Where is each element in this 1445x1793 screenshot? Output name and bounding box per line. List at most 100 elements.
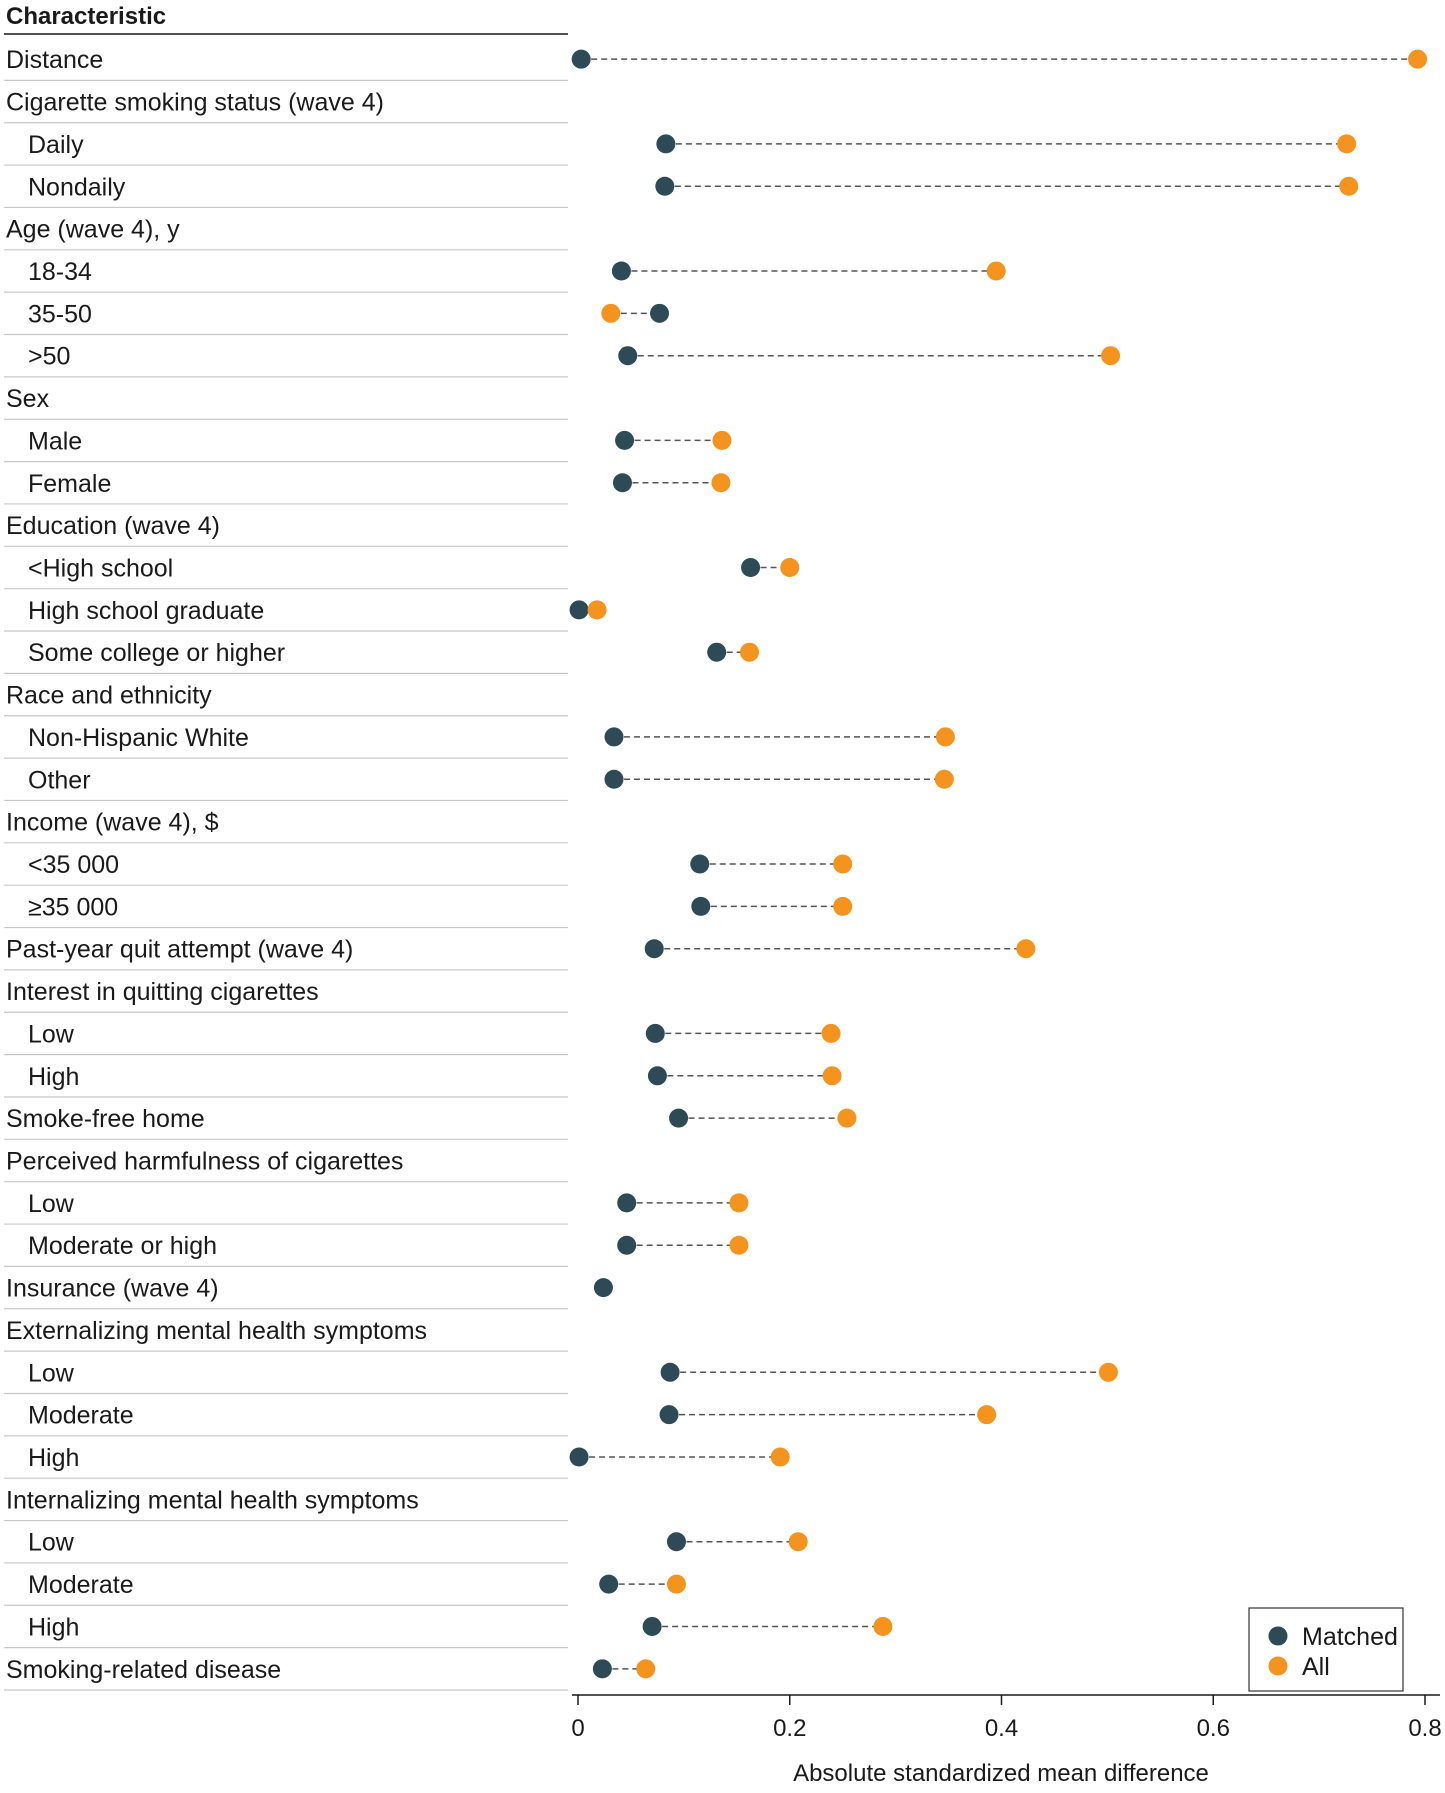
row-label: Moderate [28, 1402, 134, 1430]
row-label: Low [28, 1359, 75, 1387]
point-matched [659, 1405, 679, 1425]
point-all [935, 727, 955, 747]
point-matched [604, 727, 624, 747]
row-label: Smoking-related disease [6, 1656, 281, 1684]
point-matched [617, 1235, 637, 1255]
point-all [833, 854, 853, 874]
row-30: Externalizing mental health symptoms [4, 1317, 568, 1352]
row-1: Cigarette smoking status (wave 4) [4, 89, 568, 124]
row-label: Daily [28, 131, 84, 159]
point-matched [666, 1532, 686, 1552]
point-all [601, 303, 621, 323]
row-3: Nondaily [4, 173, 1359, 209]
chart-rows: Distance Cigarette smoking status (wave 4… [4, 46, 1428, 1691]
row-28: Moderate or high [4, 1232, 749, 1268]
row-37: High [4, 1613, 893, 1649]
row-label: Low [28, 1190, 75, 1218]
point-matched [660, 1362, 680, 1382]
point-matched [611, 261, 631, 281]
point-matched [741, 557, 761, 577]
row-label: Income (wave 4), $ [6, 809, 219, 837]
point-matched [615, 430, 635, 450]
x-tick-label: 0.8 [1408, 1715, 1441, 1742]
point-matched [599, 1574, 619, 1594]
row-34: Internalizing mental health symptoms [4, 1486, 568, 1522]
point-all [666, 1574, 686, 1594]
x-axis-ticks: 0 0.2 0.4 0.6 0.8 [571, 1695, 1442, 1742]
point-matched [669, 1108, 689, 1128]
legend-marker-all [1268, 1656, 1288, 1676]
point-matched [647, 1066, 667, 1086]
row-label: <High school [28, 554, 173, 582]
row-11: Education (wave 4) [4, 512, 568, 547]
row-label: Education (wave 4) [6, 512, 220, 540]
point-all [1101, 346, 1121, 366]
point-matched [655, 176, 675, 196]
point-matched [707, 642, 727, 662]
row-8: Sex [4, 385, 568, 420]
row-label: Nondaily [28, 173, 126, 201]
row-23: Low [4, 1020, 841, 1056]
row-label: High school graduate [28, 597, 264, 625]
row-12: <High school [4, 554, 800, 590]
point-matched [571, 49, 591, 69]
row-31: Low [4, 1359, 1118, 1395]
row-13: High school graduate [4, 597, 607, 632]
row-label: Past-year quit attempt (wave 4) [6, 936, 353, 964]
point-all [986, 261, 1006, 281]
row-7: >50 [4, 343, 1121, 378]
row-18: Income (wave 4), $ [4, 809, 568, 844]
row-22: Interest in quitting cigarettes [4, 978, 568, 1013]
point-matched [650, 303, 670, 323]
row-9: Male [4, 427, 732, 463]
row-17: Other [4, 766, 954, 802]
point-matched [691, 896, 711, 916]
point-matched [645, 1023, 665, 1043]
point-all [1339, 176, 1359, 196]
point-all [780, 557, 800, 577]
point-matched [612, 473, 632, 493]
x-tick-label: 0.2 [773, 1715, 806, 1742]
row-label: Female [28, 470, 111, 498]
row-6: 35-50 [4, 300, 670, 336]
point-matched [593, 1278, 613, 1298]
point-all [873, 1616, 893, 1636]
row-16: Non-Hispanic White [4, 724, 955, 759]
row-label: Insurance (wave 4) [6, 1275, 219, 1303]
point-matched [604, 769, 624, 789]
row-25: Smoke-free home [4, 1105, 857, 1140]
point-all [712, 430, 732, 450]
row-label: >50 [28, 343, 70, 371]
row-5: 18-34 [4, 258, 1006, 293]
row-15: Race and ethnicity [4, 682, 568, 717]
point-all [587, 600, 607, 620]
row-label: Perceived harmfulness of cigarettes [6, 1148, 403, 1176]
row-label: Race and ethnicity [6, 682, 212, 710]
row-label: High [28, 1444, 79, 1472]
row-label: Male [28, 427, 82, 455]
point-all [1098, 1362, 1118, 1382]
row-label: Low [28, 1529, 75, 1557]
row-label: Interest in quitting cigarettes [6, 978, 319, 1006]
row-0: Distance [4, 46, 1428, 81]
row-27: Low [4, 1190, 749, 1225]
row-26: Perceived harmfulness of cigarettes [4, 1148, 568, 1183]
point-all [770, 1447, 790, 1467]
row-35: Low [4, 1529, 808, 1564]
point-matched [569, 600, 589, 620]
point-all [729, 1235, 749, 1255]
legend-box [1248, 1607, 1404, 1692]
point-matched [569, 1447, 589, 1467]
point-all [833, 896, 853, 916]
row-label: Moderate or high [28, 1232, 217, 1260]
point-all [740, 642, 760, 662]
row-label: Cigarette smoking status (wave 4) [6, 89, 384, 117]
point-matched [690, 854, 710, 874]
row-label: Smoke-free home [6, 1105, 205, 1133]
row-label: Sex [6, 385, 50, 413]
row-29: Insurance (wave 4) [4, 1275, 613, 1310]
row-label: 35-50 [28, 300, 92, 328]
row-32: Moderate [4, 1402, 997, 1437]
